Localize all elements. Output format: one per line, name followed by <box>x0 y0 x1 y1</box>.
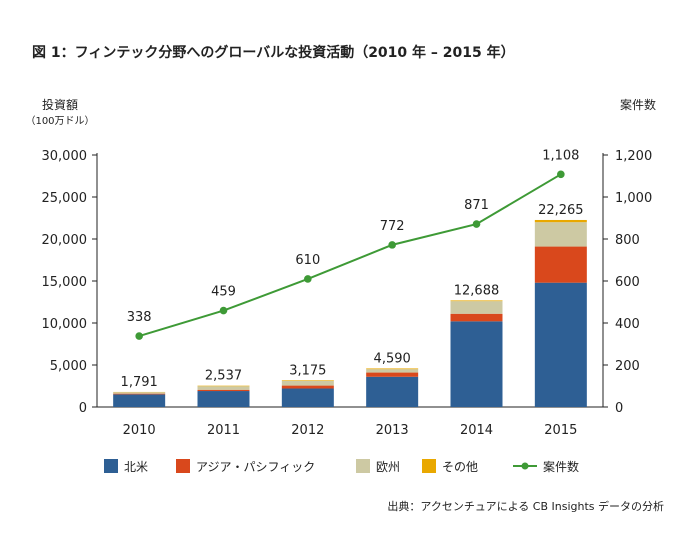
legend-label: その他 <box>442 460 478 474</box>
bar-segment <box>534 219 587 223</box>
chart-title: 図 1：フィンテック分野へのグローバルな投資活動（2010 年 – 2015 年… <box>32 45 515 61</box>
x-tick-label: 2012 <box>291 423 324 438</box>
bar-segment <box>534 246 587 283</box>
x-tick-label: 2015 <box>544 423 577 438</box>
bar-segment <box>281 380 334 386</box>
y-left-axis-unit: （100万ドル） <box>25 115 94 127</box>
y-right-axis-label: 案件数 <box>620 97 656 112</box>
deal-count-label: 610 <box>295 253 320 268</box>
y-right-tick-label: 0 <box>615 401 623 416</box>
deal-count-point <box>557 170 565 179</box>
legend-label: 欧州 <box>376 460 400 474</box>
bar-segment <box>281 380 334 381</box>
bar-segment <box>113 393 166 395</box>
bar-total-label: 1,791 <box>121 375 158 390</box>
deal-count-label: 772 <box>380 219 405 234</box>
bar-segment <box>366 369 419 373</box>
bar-segment <box>450 313 503 322</box>
legend-line-marker <box>521 462 529 470</box>
bar-total-label: 22,265 <box>538 203 584 218</box>
legend-swatch <box>176 459 190 473</box>
bar-segment <box>281 385 334 389</box>
bar-segment <box>197 391 250 407</box>
bar-segment <box>113 394 166 407</box>
legend-swatch <box>356 459 370 473</box>
x-tick-label: 2013 <box>376 423 409 438</box>
deal-count-point <box>304 275 312 283</box>
bar-segment <box>366 376 419 407</box>
y-left-tick-label: 30,000 <box>42 149 88 164</box>
deal-count-point <box>135 332 143 340</box>
y-right-tick-label: 800 <box>615 233 640 248</box>
bar-segment <box>450 321 503 407</box>
bar-segment <box>113 392 166 394</box>
y-left-tick-label: 20,000 <box>42 233 88 248</box>
legend-swatch <box>422 459 436 473</box>
bar-total-label: 3,175 <box>289 363 326 378</box>
plot-area: 0 5,000 10,000 15,000 20,000 25,000 30,000 0 200… <box>42 148 653 438</box>
y-right-tick-label: 1,000 <box>615 191 652 206</box>
bar-segment <box>366 368 419 370</box>
deal-count-point <box>472 220 481 228</box>
y-right-tick-label: 400 <box>615 317 640 332</box>
y-left-tick-label: 0 <box>79 401 87 416</box>
bar-total-label: 12,688 <box>454 283 500 298</box>
x-tick-label: 2011 <box>207 423 240 438</box>
deal-count-label: 338 <box>127 310 152 325</box>
deal-count-line <box>138 173 562 337</box>
bar-segment <box>450 300 503 302</box>
legend-swatch <box>104 459 118 473</box>
y-left-tick-label: 5,000 <box>50 359 87 374</box>
deal-count-label: 871 <box>464 198 489 213</box>
y-left-tick-label: 15,000 <box>42 275 88 290</box>
legend-label: 案件数 <box>543 459 579 474</box>
deal-count-label: 1,108 <box>542 148 579 163</box>
bar-segment <box>534 282 587 407</box>
bar-segment <box>281 388 334 407</box>
bar-segment <box>197 385 250 387</box>
deal-count-label: 459 <box>211 285 236 300</box>
y-left-axis-label: 投資額 <box>42 97 78 112</box>
bar-segment <box>534 222 587 247</box>
bar-segment <box>197 389 250 392</box>
source-note: 出典：アクセンチュアによる CB Insights データの分析 <box>387 500 664 513</box>
y-left-tick-label: 25,000 <box>42 191 88 206</box>
bar-segment <box>450 301 503 314</box>
legend: 北米 アジア・パシフィック 欧州 その他 案件数 <box>104 459 579 474</box>
legend-label: アジア・パシフィック <box>196 460 315 474</box>
y-left-tick-label: 10,000 <box>42 317 88 332</box>
bar-segment <box>197 386 250 390</box>
bar-total-label: 4,590 <box>374 351 411 366</box>
bar-total-label: 2,537 <box>205 369 242 384</box>
y-right-tick-label: 200 <box>615 359 640 374</box>
legend-label: 北米 <box>124 460 148 474</box>
y-right-tick-label: 1,200 <box>615 149 652 164</box>
x-tick-label: 2010 <box>123 423 156 438</box>
bar-segment <box>366 372 419 377</box>
x-tick-label: 2014 <box>460 423 493 438</box>
deal-count-point <box>388 241 396 249</box>
y-right-tick-label: 600 <box>615 275 640 290</box>
deal-count-point <box>219 306 228 315</box>
